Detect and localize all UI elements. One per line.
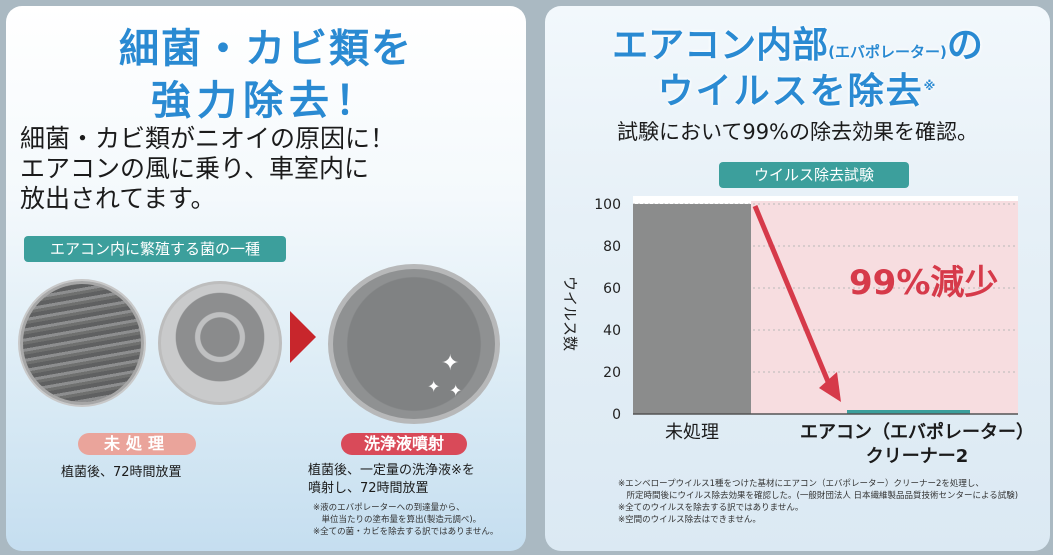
sparkle-icon: ✦ xyxy=(427,377,441,396)
footnote: ※液のエバポレーターへの到達量から、 xyxy=(313,503,465,513)
left-title-line2: 強力除去！ xyxy=(151,78,381,124)
x-tick-label: 未処理 xyxy=(665,422,719,443)
untreated-label: 未処理 xyxy=(78,433,196,455)
body-line: エアコンの風に乗り、車室内に xyxy=(20,154,370,183)
x-tick-label: クリーナー2 xyxy=(866,446,969,467)
left-footnotes: ※液のエバポレーターへの到達量から、 単位当たりの塗布量を算出(製造元調べ)。 … xyxy=(313,502,498,538)
right-footnotes: ※エンベロープウイルス1種をつけた基材にエアコン（エバポレーター）クリーナー2を… xyxy=(618,478,1018,526)
sparkle-icon: ✦ xyxy=(449,381,463,400)
footnote: ※全てのウイルスを除去する訳ではありません。 xyxy=(618,503,804,513)
title-part: エアコン内部 xyxy=(612,25,829,66)
y-tick-label: 0 xyxy=(612,407,621,423)
title-part: ウイルスを除去 xyxy=(657,71,924,112)
right-title-line1: エアコン内部(エバポレーター)の xyxy=(545,16,1050,68)
sprayed-caption: 植菌後、一定量の洗浄液※を 噴射し、72時間放置 xyxy=(308,462,475,498)
footnote: ※全ての菌・カビを除去する訳ではありません。 xyxy=(313,527,499,537)
y-tick-label: 20 xyxy=(603,365,621,381)
y-tick-label: 60 xyxy=(603,281,621,297)
reduction-arrow xyxy=(752,205,832,385)
sprayed-label: 洗浄液噴射 xyxy=(341,433,467,455)
bar xyxy=(633,204,751,414)
petri-dish-treated-image: ✦ ✦ ✦ xyxy=(328,264,500,424)
sparkle-icon: ✦ xyxy=(441,351,460,376)
footnote: 単位当たりの塗布量を算出(製造元調べ)。 xyxy=(313,515,482,525)
y-axis-label: ウイルス数 xyxy=(561,276,579,351)
left-panel: 細菌・カビ類を 強力除去！ 細菌・カビ類がニオイの原因に！ エアコンの風に乗り、… xyxy=(6,6,526,551)
virus-chart: 0 20 40 60 80 100 未処理 エアコン（エバポレーター） クリーナー2 99%減… xyxy=(561,196,1034,467)
y-tick-label: 100 xyxy=(594,197,621,213)
body-line: 放出されてます。 xyxy=(20,184,216,213)
annotation-label: 99%減少 xyxy=(849,263,998,303)
arrow-right-icon xyxy=(290,311,316,363)
right-panel: エアコン内部(エバポレーター)の ウイルスを除去※ 試験において99%の除去効果… xyxy=(545,6,1050,551)
x-tick-label: エアコン（エバポレーター） xyxy=(800,421,1034,443)
footnote: ※空間のウイルス除去はできません。 xyxy=(618,515,761,525)
petri-dish-image xyxy=(158,281,282,405)
y-tick-label: 40 xyxy=(603,323,621,339)
reduction-area xyxy=(751,201,1018,414)
title-part: の xyxy=(946,25,983,66)
caption-line: 植菌後、一定量の洗浄液※を xyxy=(308,463,475,478)
bacteria-type-pill: エアコン内に繁殖する菌の一種 xyxy=(24,236,286,262)
y-tick-label: 80 xyxy=(603,239,621,255)
title-footnote-mark: ※ xyxy=(923,79,938,93)
right-subtitle: 試験において99%の除去効果を確認。 xyxy=(616,120,979,144)
bar xyxy=(847,410,970,414)
petri-dish-image xyxy=(20,281,144,405)
reduction-arrow-head-icon xyxy=(819,372,841,402)
virus-test-pill: ウイルス除去試験 xyxy=(719,162,909,188)
footnote: ※エンベロープウイルス1種をつけた基材にエアコン（エバポレーター）クリーナー2を… xyxy=(618,479,984,489)
body-line: 細菌・カビ類がニオイの原因に！ xyxy=(20,124,396,153)
footnote: 所定時間後にウイルス除去効果を確認した。(一般財団法人 日本繊維製品品質技術セン… xyxy=(618,491,1019,501)
untreated-caption: 植菌後、72時間放置 xyxy=(61,465,182,480)
right-title-line2: ウイルスを除去※ xyxy=(545,62,1050,114)
left-body-text: 細菌・カビ類がニオイの原因に！ エアコンの風に乗り、車室内に 放出されてます。 xyxy=(20,124,395,214)
title-part-small: (エバポレーター) xyxy=(828,43,947,61)
caption-line: 噴射し、72時間放置 xyxy=(308,481,429,496)
left-title-line1: 細菌・カビ類を xyxy=(119,26,413,72)
